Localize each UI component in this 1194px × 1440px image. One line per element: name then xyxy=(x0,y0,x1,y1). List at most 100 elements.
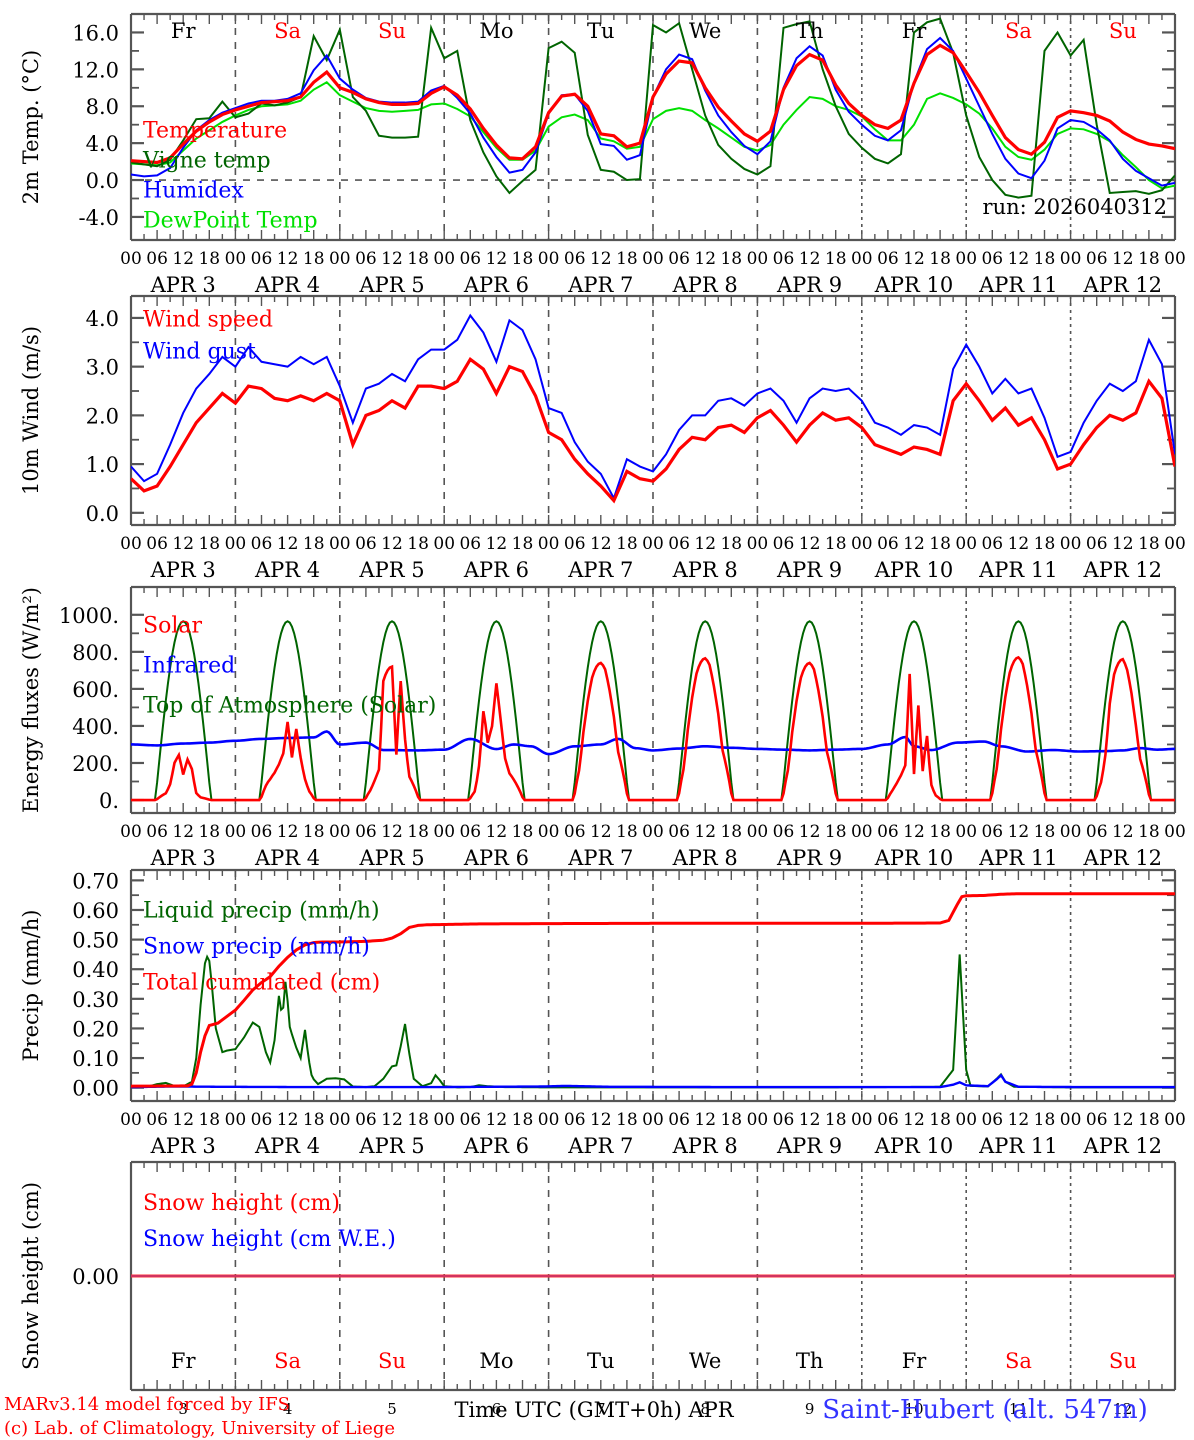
x-hour-label: 06 xyxy=(1086,1110,1108,1130)
x-date-label: APR 12 xyxy=(1083,558,1163,582)
x-hour-label: 06 xyxy=(773,1110,795,1130)
x-hour-label: 12 xyxy=(486,534,508,554)
x-hour-label: 06 xyxy=(459,1110,481,1130)
x-hour-label: 00 xyxy=(747,249,769,269)
x-hour-label: 18 xyxy=(512,534,534,554)
x-day-number: 8 xyxy=(700,1400,710,1418)
x-hour-label: 06 xyxy=(981,1110,1003,1130)
x-hour-label: 06 xyxy=(1086,822,1108,842)
legend-item-humidex: Humidex xyxy=(143,179,244,204)
x-hour-label: 06 xyxy=(251,822,273,842)
x-hour-label: 00 xyxy=(747,534,769,554)
x-date-label: APR 4 xyxy=(254,1134,320,1158)
x-hour-label: 18 xyxy=(825,1110,847,1130)
y-tick-label: 0.10 xyxy=(72,1047,119,1071)
x-hour-label: 12 xyxy=(694,249,716,269)
x-hour-label: 12 xyxy=(1008,534,1030,554)
day-name-label: We xyxy=(689,19,721,43)
footer-model-line1: MARv3.14 model forced by IFS xyxy=(4,1394,290,1415)
x-hour-label: 00 xyxy=(1060,534,1082,554)
y-tick-label: 4.0 xyxy=(86,307,119,331)
x-hour-label: 18 xyxy=(929,534,951,554)
x-hour-label: 00 xyxy=(642,249,664,269)
x-hour-label: 00 xyxy=(642,822,664,842)
y-tick-label: 3.0 xyxy=(86,356,119,380)
x-hour-label: 00 xyxy=(642,534,664,554)
series-wind-speed xyxy=(131,356,1175,504)
x-hour-label: 00 xyxy=(538,534,560,554)
x-hour-label: 12 xyxy=(903,1110,925,1130)
x-date-label: APR 7 xyxy=(567,273,633,297)
legend-item-infrared: Infrared xyxy=(143,653,235,678)
x-hour-label: 00 xyxy=(433,822,455,842)
x-hour-label: 06 xyxy=(251,249,273,269)
y-tick-label: 0.70 xyxy=(72,869,119,893)
y-axis-title: 2m Temp. (°C) xyxy=(19,50,43,204)
y-tick-label: 0.00 xyxy=(72,1077,119,1101)
x-hour-label: 06 xyxy=(668,249,690,269)
day-name-label: Su xyxy=(1109,19,1137,43)
series-dewpoint-temp xyxy=(131,81,1175,190)
x-date-label: APR 4 xyxy=(254,273,320,297)
y-tick-label: 0.50 xyxy=(72,929,119,953)
x-hour-label: 18 xyxy=(929,822,951,842)
x-date-label: APR 6 xyxy=(463,1134,529,1158)
x-hour-label: 06 xyxy=(773,534,795,554)
legend-item-snow-precip-mm-h-: Snow precip (mm/h) xyxy=(143,934,370,959)
x-hour-label: 12 xyxy=(381,822,403,842)
x-hour-label: 18 xyxy=(198,822,220,842)
x-hour-label: 06 xyxy=(773,249,795,269)
x-day-number: 10 xyxy=(904,1400,923,1418)
x-hour-label: 12 xyxy=(486,1110,508,1130)
x-date-label: APR 6 xyxy=(463,273,529,297)
x-hour-label: 18 xyxy=(616,534,638,554)
x-hour-label: 18 xyxy=(303,534,325,554)
x-hour-label: 06 xyxy=(251,1110,273,1130)
x-date-label: APR 10 xyxy=(874,558,954,582)
x-hour-label: 06 xyxy=(459,249,481,269)
y-tick-label: 0.40 xyxy=(72,958,119,982)
y-axis-title: Precip (mm/h) xyxy=(19,909,43,1061)
x-hour-label: 06 xyxy=(355,534,377,554)
x-hour-label: 00 xyxy=(225,249,247,269)
x-hour-label: 00 xyxy=(433,1110,455,1130)
x-date-label: APR 8 xyxy=(672,846,738,870)
y-tick-label: 200. xyxy=(72,752,119,776)
x-hour-label: 18 xyxy=(720,534,742,554)
x-hour-label: 00 xyxy=(955,822,977,842)
x-hour-label: 00 xyxy=(851,1110,873,1130)
x-hour-label: 12 xyxy=(486,249,508,269)
x-hour-label: 18 xyxy=(1138,822,1160,842)
legend-item-dewpoint-temp: DewPoint Temp xyxy=(143,209,318,234)
x-hour-label: 00 xyxy=(1164,1110,1186,1130)
x-hour-label: 12 xyxy=(799,1110,821,1130)
x-hour-label: 06 xyxy=(877,249,899,269)
x-hour-label: 06 xyxy=(877,822,899,842)
x-hour-label: 06 xyxy=(355,1110,377,1130)
x-hour-label: 12 xyxy=(590,534,612,554)
x-hour-label: 12 xyxy=(172,1110,194,1130)
x-hour-label: 00 xyxy=(433,249,455,269)
x-hour-label: 00 xyxy=(329,1110,351,1130)
y-axis-title: 10m Wind (m/s) xyxy=(19,326,43,495)
panel-precip: 0.00 0.10 0.20 0.30 0.40 0.50 0.60 0.70 Liquid p… xyxy=(19,868,1186,1158)
panel-energy: 0. 200. 400. 600. 800. 1000. Solar Infrared Top … xyxy=(19,585,1186,870)
y-tick-label: 0.20 xyxy=(72,1017,119,1041)
x-hour-label: 18 xyxy=(720,822,742,842)
day-name-label: Fr xyxy=(902,1349,928,1373)
x-hour-label: 12 xyxy=(903,822,925,842)
x-hour-label: 00 xyxy=(955,249,977,269)
x-hour-label: 12 xyxy=(590,822,612,842)
y-tick-label: 16.0 xyxy=(72,21,119,45)
x-hour-label: 00 xyxy=(329,822,351,842)
x-hour-label: 00 xyxy=(955,534,977,554)
x-hour-label: 18 xyxy=(407,822,429,842)
x-hour-label: 12 xyxy=(172,249,194,269)
x-hour-label: 12 xyxy=(799,534,821,554)
series-group xyxy=(131,313,1175,504)
x-hour-label: 00 xyxy=(538,249,560,269)
x-day-number: 9 xyxy=(805,1400,815,1418)
y-axis-title: Snow height (cm) xyxy=(19,1182,43,1370)
y-axis-title: Energy fluxes (W/m²) xyxy=(19,587,43,813)
x-date-label: APR 9 xyxy=(776,846,842,870)
